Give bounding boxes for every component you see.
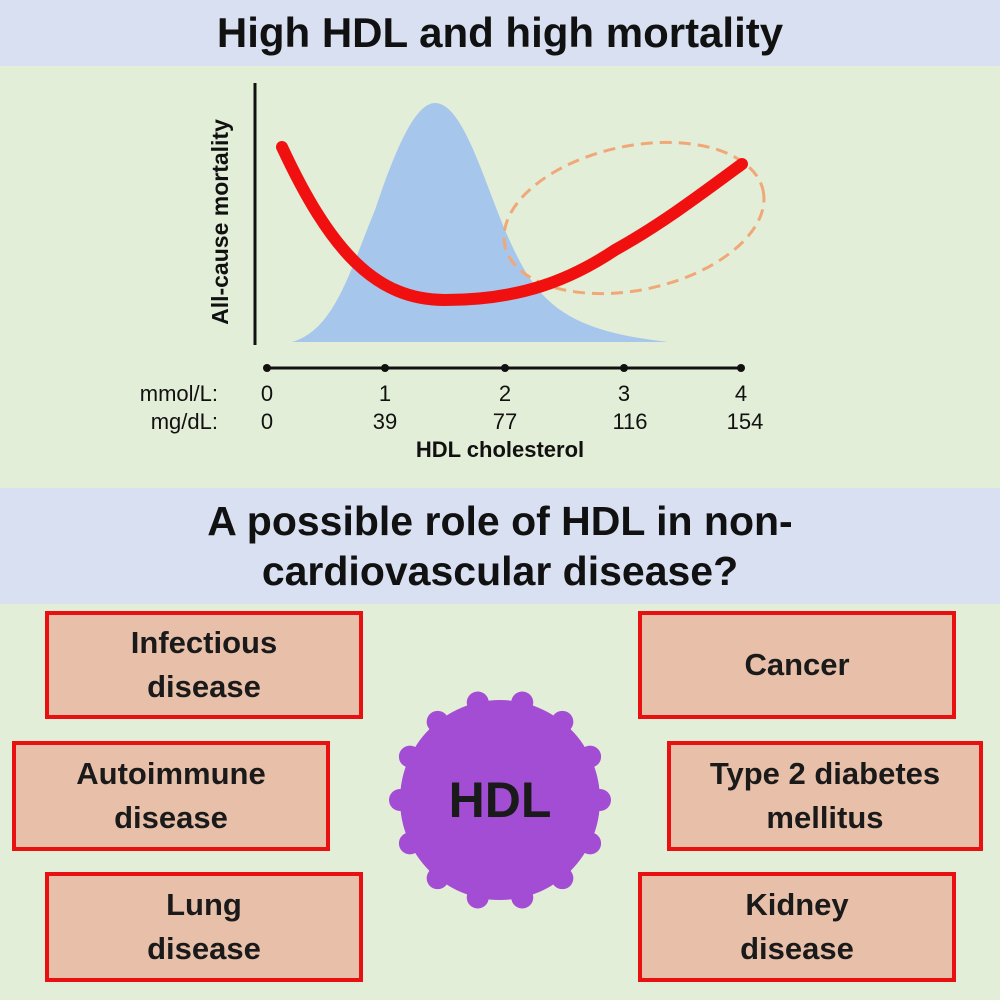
box-line-1: Cancer bbox=[744, 647, 850, 682]
box-line-1: Autoimmune bbox=[76, 756, 266, 791]
header-band: High HDL and high mortality bbox=[0, 0, 1000, 66]
box-line-2: disease bbox=[147, 931, 261, 966]
tick-label-mgdl-0: 0 bbox=[261, 409, 273, 434]
page-title: High HDL and high mortality bbox=[216, 9, 784, 56]
tick-label-mmol-2: 2 bbox=[499, 381, 511, 406]
x-tick-0 bbox=[263, 364, 271, 372]
hdl-distribution bbox=[292, 103, 668, 342]
tick-label-mgdl-2: 77 bbox=[493, 409, 517, 434]
question-line-1: A possible role of HDL in non- bbox=[207, 498, 793, 544]
question-band: A possible role of HDL in non- cardiovas… bbox=[0, 488, 1000, 604]
box-autoimmune-disease: Autoimmune disease bbox=[12, 741, 330, 851]
x-axis-label: HDL cholesterol bbox=[416, 437, 584, 462]
hdl-particle bbox=[389, 691, 611, 909]
question-line-2: cardiovascular disease? bbox=[261, 548, 739, 594]
tick-label-mmol-4: 4 bbox=[735, 381, 747, 406]
tick-label-mmol-3: 3 bbox=[618, 381, 630, 406]
x-tick-1 bbox=[381, 364, 389, 372]
x-tick-4 bbox=[737, 364, 745, 372]
mortality-curve bbox=[276, 141, 748, 307]
box-lung-disease: Lung disease bbox=[45, 872, 363, 982]
tick-label-mgdl-3: 116 bbox=[612, 409, 647, 434]
tick-label-mgdl-4: 154 bbox=[727, 409, 764, 434]
x-tick-3 bbox=[620, 364, 628, 372]
box-kidney-disease: Kidney disease bbox=[638, 872, 956, 982]
tick-label-mgdl-1: 39 bbox=[373, 409, 397, 434]
x-axis-ticks bbox=[263, 364, 745, 372]
box-cancer: Cancer bbox=[638, 611, 956, 719]
box-line-2: disease bbox=[114, 800, 228, 835]
y-axis-label: All-cause mortality bbox=[207, 119, 233, 325]
high-hdl-highlight bbox=[502, 140, 766, 296]
box-infectious-disease: Infectious disease bbox=[45, 611, 363, 719]
hdl-label: HDL bbox=[448, 772, 552, 828]
box-type-2-diabetes: Type 2 diabetes mellitus bbox=[667, 741, 983, 851]
box-line-1: Kidney bbox=[745, 887, 849, 922]
box-line-1: Infectious bbox=[130, 625, 278, 660]
box-line-2: disease bbox=[147, 669, 261, 704]
hdl-particle-body bbox=[400, 700, 600, 900]
x-tick-2 bbox=[501, 364, 509, 372]
box-line-1: Lung bbox=[166, 887, 242, 922]
tick-label-mmol-0: 0 bbox=[261, 381, 273, 406]
question-text: A possible role of HDL in non- cardiovas… bbox=[207, 496, 792, 596]
box-line-2: disease bbox=[740, 931, 854, 966]
box-line-2: mellitus bbox=[766, 800, 884, 835]
tick-label-mmol-1: 1 bbox=[379, 381, 391, 406]
box-line-1: Type 2 diabetes bbox=[709, 756, 941, 791]
unit-label-mmol: mmol/L: bbox=[140, 381, 218, 406]
unit-label-mgdl: mg/dL: bbox=[151, 409, 218, 434]
